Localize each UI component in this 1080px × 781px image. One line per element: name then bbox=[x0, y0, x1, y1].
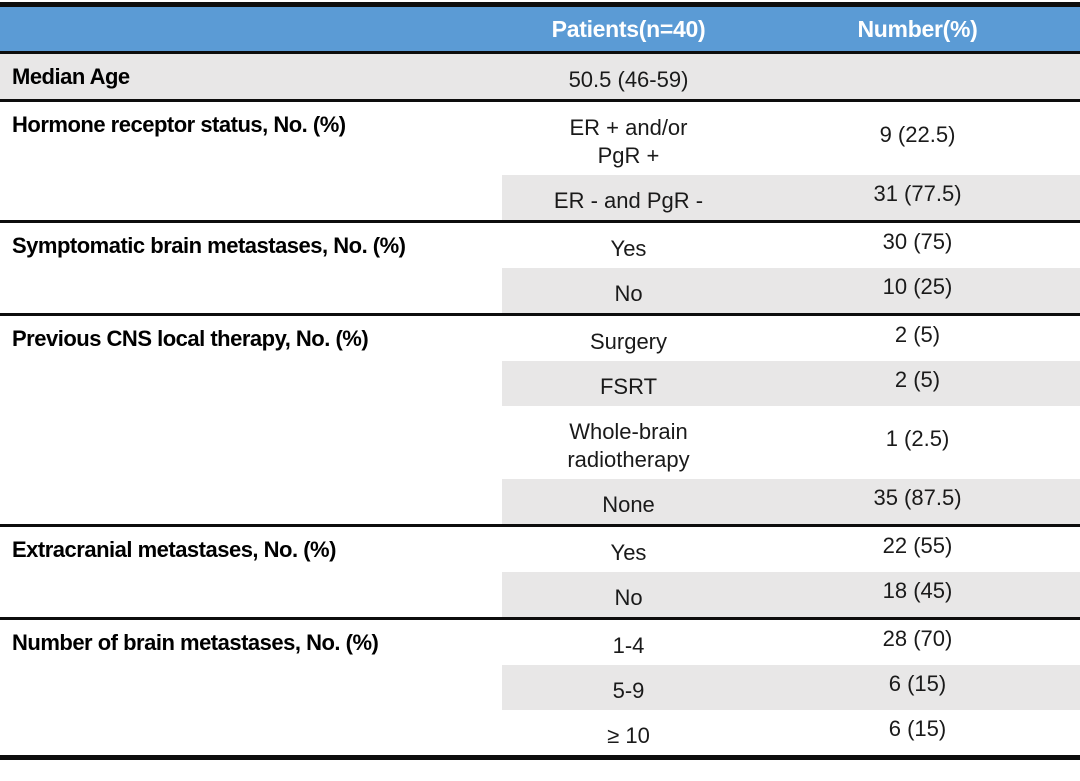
table-row: Previous CNS local therapy, No. (%) Surg… bbox=[0, 313, 1080, 526]
category-cell: No bbox=[502, 572, 755, 619]
patient-characteristics-table: Patients(n=40) Number(%) Median Age 50.5… bbox=[0, 2, 1080, 760]
col-header-number: Number(%) bbox=[755, 4, 1080, 54]
category-cell: Whole-brain radiotherapy bbox=[567, 419, 690, 472]
category-cell: ≥ 10 bbox=[607, 723, 650, 748]
value-cell: 31 (77.5) bbox=[755, 175, 1080, 222]
section-label: Hormone receptor status, No. (%) bbox=[0, 99, 502, 222]
table-row: No 10 (25) bbox=[0, 268, 1080, 315]
section-label: Median Age bbox=[0, 51, 502, 101]
value-cell: 10 (25) bbox=[755, 268, 1080, 315]
category-cell: 50.5 (46-59) bbox=[502, 51, 755, 101]
category-cell: ER - and PgR - bbox=[502, 175, 755, 222]
table-header-row: Patients(n=40) Number(%) bbox=[0, 4, 1080, 54]
section-label: Extracranial metastases, No. (%) bbox=[0, 524, 502, 619]
section-label: Symptomatic brain metastases, No. (%) bbox=[0, 220, 502, 315]
table-row: Symptomatic brain metastases, No. (%) Ye… bbox=[0, 220, 1080, 315]
table-row: FSRT 2 (5) bbox=[0, 361, 1080, 406]
category-cell: No bbox=[502, 268, 755, 315]
value-cell: 18 (45) bbox=[755, 572, 1080, 619]
value-cell: 30 (75) bbox=[755, 220, 1080, 268]
table-header: Patients(n=40) Number(%) bbox=[0, 4, 1080, 54]
table-row: Median Age 50.5 (46-59) bbox=[0, 51, 1080, 101]
value-cell: 28 (70) bbox=[755, 617, 1080, 665]
category-cell: None bbox=[502, 479, 755, 526]
table-row: 5-9 6 (15) bbox=[0, 665, 1080, 710]
value-cell: 9 (22.5) bbox=[755, 99, 1080, 175]
section-label: Number of brain metastases, No. (%) bbox=[0, 617, 502, 758]
value-cell bbox=[755, 51, 1080, 101]
table-row: None 35 (87.5) bbox=[0, 479, 1080, 526]
table-row: ER - and PgR - 31 (77.5) bbox=[0, 175, 1080, 222]
category-cell: Surgery bbox=[502, 313, 755, 361]
table-row: No 18 (45) bbox=[0, 572, 1080, 619]
value-cell: 2 (5) bbox=[755, 361, 1080, 406]
category-cell: 1-4 bbox=[502, 617, 755, 665]
value-cell: 35 (87.5) bbox=[755, 479, 1080, 526]
category-cell: Yes bbox=[502, 524, 755, 572]
category-cell: ER + and/or PgR + bbox=[502, 99, 755, 175]
page: Patients(n=40) Number(%) Median Age 50.5… bbox=[0, 2, 1080, 760]
table-row: Extracranial metastases, No. (%) Yes 22 … bbox=[0, 524, 1080, 619]
table-row: Hormone receptor status, No. (%) ER + an… bbox=[0, 99, 1080, 222]
value-cell: 2 (5) bbox=[755, 313, 1080, 361]
value-cell: 6 (15) bbox=[755, 665, 1080, 710]
category-cell: 5-9 bbox=[502, 665, 755, 710]
col-header-blank bbox=[0, 4, 502, 54]
category-cell: Yes bbox=[502, 220, 755, 268]
section-label: Previous CNS local therapy, No. (%) bbox=[0, 313, 502, 526]
value-cell: 6 (15) bbox=[888, 716, 947, 741]
table-row: ≥ 10 6 (15) bbox=[0, 710, 1080, 758]
value-cell: 22 (55) bbox=[755, 524, 1080, 572]
value-cell: 1 (2.5) bbox=[885, 426, 950, 451]
category-cell: FSRT bbox=[502, 361, 755, 406]
table-row: Whole-brain radiotherapy 1 (2.5) bbox=[0, 406, 1080, 479]
table-row: Number of brain metastases, No. (%) 1-4 … bbox=[0, 617, 1080, 758]
col-header-patients: Patients(n=40) bbox=[502, 4, 755, 54]
